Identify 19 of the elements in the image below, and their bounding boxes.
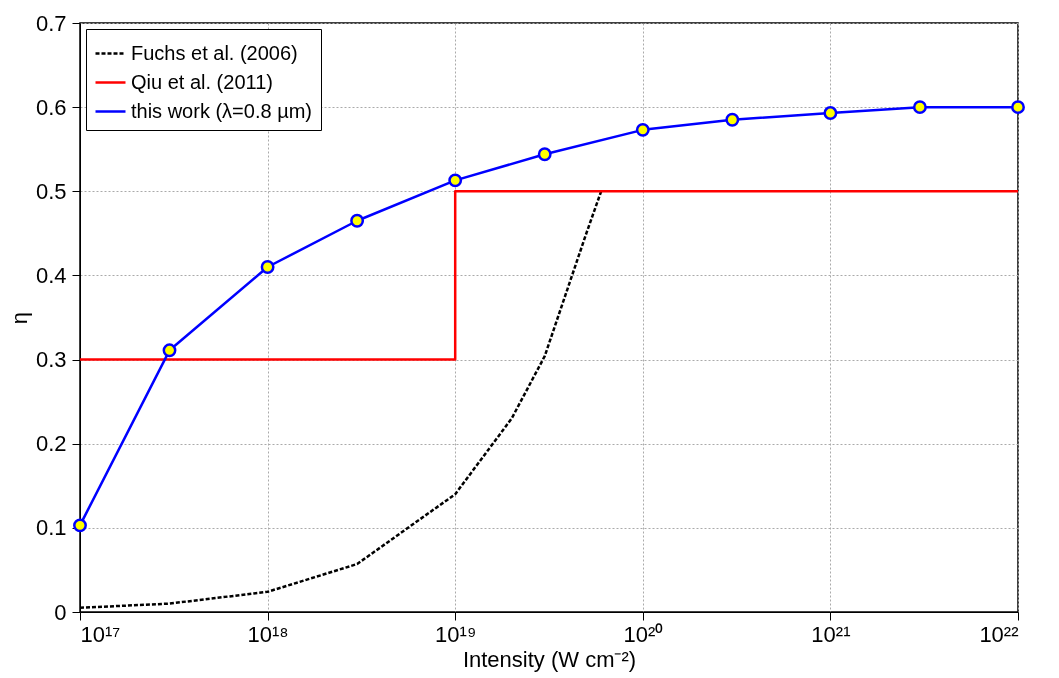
x-tick-label: 10²⁰ — [623, 621, 664, 647]
y-tick-label: 0.7 — [35, 10, 67, 36]
x-tick-label: 10²² — [979, 621, 1019, 647]
legend-label: Fuchs et al. (2006) — [131, 41, 298, 64]
y-tick-label: 0.1 — [35, 515, 67, 541]
y-tick-label: 0.6 — [35, 94, 67, 120]
legend-label: this work (λ=0.8 µm) — [131, 99, 313, 122]
y-tick-label: 0.2 — [35, 431, 67, 457]
y-axis-title: η — [6, 311, 32, 325]
y-tick-label: 0.3 — [35, 347, 67, 373]
y-tick-label: 0.4 — [35, 262, 67, 288]
y-tick-label: 0 — [54, 599, 67, 625]
x-axis-title: Intensity (W cm⁻²) — [462, 646, 637, 672]
legend-label: Qiu et al. (2011) — [131, 70, 273, 93]
y-tick-label: 0.5 — [35, 178, 67, 204]
x-tick-label: 10¹⁹ — [435, 621, 477, 647]
x-tick-label: 10²¹ — [811, 621, 851, 647]
x-tick-label: 10¹⁷ — [80, 621, 121, 647]
x-tick-label: 10¹⁸ — [247, 621, 289, 647]
